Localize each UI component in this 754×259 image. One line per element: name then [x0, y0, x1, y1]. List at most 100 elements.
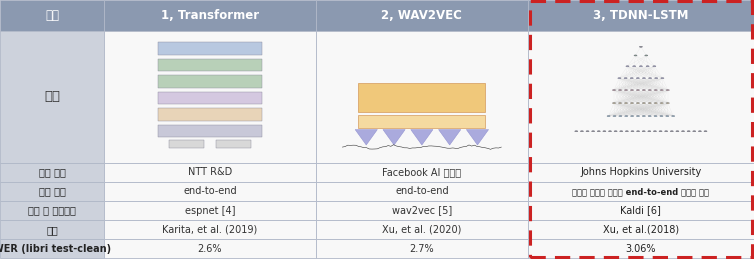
- Bar: [0, 163, 104, 182]
- Circle shape: [639, 66, 642, 67]
- Bar: [528, 163, 754, 182]
- Bar: [316, 31, 528, 163]
- Circle shape: [636, 103, 639, 104]
- Bar: [104, 163, 316, 182]
- Circle shape: [625, 131, 628, 132]
- Circle shape: [670, 131, 673, 132]
- Bar: [104, 182, 316, 201]
- Circle shape: [636, 131, 639, 132]
- Circle shape: [664, 131, 668, 132]
- Circle shape: [653, 66, 656, 67]
- Polygon shape: [355, 130, 377, 145]
- Text: WER (libri test-clean): WER (libri test-clean): [0, 244, 111, 254]
- Bar: [316, 163, 528, 182]
- Circle shape: [613, 116, 616, 117]
- Circle shape: [666, 116, 669, 117]
- Text: Karita, et al. (2019): Karita, et al. (2019): [162, 225, 258, 235]
- Bar: [528, 239, 754, 258]
- Circle shape: [661, 90, 664, 91]
- Bar: [0, 0, 104, 31]
- Bar: [104, 0, 316, 31]
- Circle shape: [608, 131, 611, 132]
- Bar: [104, 220, 316, 239]
- Circle shape: [592, 131, 595, 132]
- Circle shape: [639, 46, 642, 47]
- Circle shape: [630, 116, 633, 117]
- Bar: [316, 0, 528, 31]
- Bar: [0, 239, 104, 258]
- Circle shape: [642, 103, 645, 104]
- Circle shape: [575, 131, 578, 132]
- Circle shape: [645, 55, 648, 56]
- Circle shape: [693, 131, 696, 132]
- Text: 논문: 논문: [46, 225, 58, 235]
- Text: Kaldi [6]: Kaldi [6]: [621, 206, 661, 215]
- Circle shape: [648, 90, 651, 91]
- Circle shape: [676, 131, 679, 132]
- Circle shape: [636, 90, 639, 91]
- Text: 3, TDNN-LSTM: 3, TDNN-LSTM: [593, 9, 688, 22]
- Bar: [528, 182, 754, 201]
- Bar: [158, 59, 262, 71]
- Bar: [528, 0, 754, 31]
- Circle shape: [620, 131, 623, 132]
- Text: wav2vec [5]: wav2vec [5]: [392, 206, 452, 215]
- Circle shape: [661, 78, 664, 79]
- Circle shape: [618, 103, 621, 104]
- Text: 2.6%: 2.6%: [198, 244, 222, 254]
- Bar: [530, 1, 752, 257]
- Bar: [316, 201, 528, 220]
- Circle shape: [586, 131, 589, 132]
- Text: 구조: 구조: [44, 90, 60, 103]
- Bar: [528, 31, 754, 163]
- Text: 2.7%: 2.7%: [409, 244, 434, 254]
- Bar: [169, 140, 204, 148]
- Bar: [104, 239, 316, 258]
- Circle shape: [630, 90, 633, 91]
- Bar: [158, 92, 262, 104]
- Text: 주관 기관: 주관 기관: [38, 167, 66, 177]
- Circle shape: [667, 103, 670, 104]
- Text: 모델 문류: 모델 문류: [38, 186, 66, 196]
- Circle shape: [631, 131, 634, 132]
- Bar: [0, 220, 104, 239]
- Bar: [316, 220, 528, 239]
- Text: end-to-end: end-to-end: [183, 186, 237, 196]
- Circle shape: [654, 78, 657, 79]
- Circle shape: [648, 131, 651, 132]
- Circle shape: [654, 116, 657, 117]
- Circle shape: [624, 78, 627, 79]
- Text: Xu, et al. (2020): Xu, et al. (2020): [382, 225, 461, 235]
- Text: Xu, et al.(2018): Xu, et al.(2018): [603, 225, 679, 235]
- Circle shape: [698, 131, 701, 132]
- Bar: [158, 42, 262, 55]
- Bar: [316, 182, 528, 201]
- Circle shape: [597, 131, 600, 132]
- Circle shape: [630, 78, 633, 79]
- Circle shape: [648, 103, 651, 104]
- Text: 2, WAV2VEC: 2, WAV2VEC: [382, 9, 462, 22]
- Circle shape: [646, 66, 649, 67]
- Circle shape: [618, 90, 621, 91]
- Bar: [216, 140, 251, 148]
- Circle shape: [704, 131, 707, 132]
- Circle shape: [654, 131, 657, 132]
- Circle shape: [636, 116, 639, 117]
- Circle shape: [648, 116, 651, 117]
- Text: Facebook AI 리서치: Facebook AI 리서치: [382, 167, 461, 177]
- Circle shape: [624, 103, 627, 104]
- Text: end-to-end: end-to-end: [395, 186, 449, 196]
- Circle shape: [642, 116, 645, 117]
- Circle shape: [682, 131, 685, 132]
- Text: 3.06%: 3.06%: [626, 244, 656, 254]
- Circle shape: [660, 116, 663, 117]
- Bar: [358, 83, 486, 112]
- Bar: [528, 220, 754, 239]
- Circle shape: [612, 103, 615, 104]
- Circle shape: [624, 90, 627, 91]
- Text: espnet [4]: espnet [4]: [185, 206, 235, 215]
- Circle shape: [661, 103, 664, 104]
- Bar: [158, 75, 262, 88]
- Circle shape: [603, 131, 606, 132]
- Circle shape: [667, 90, 670, 91]
